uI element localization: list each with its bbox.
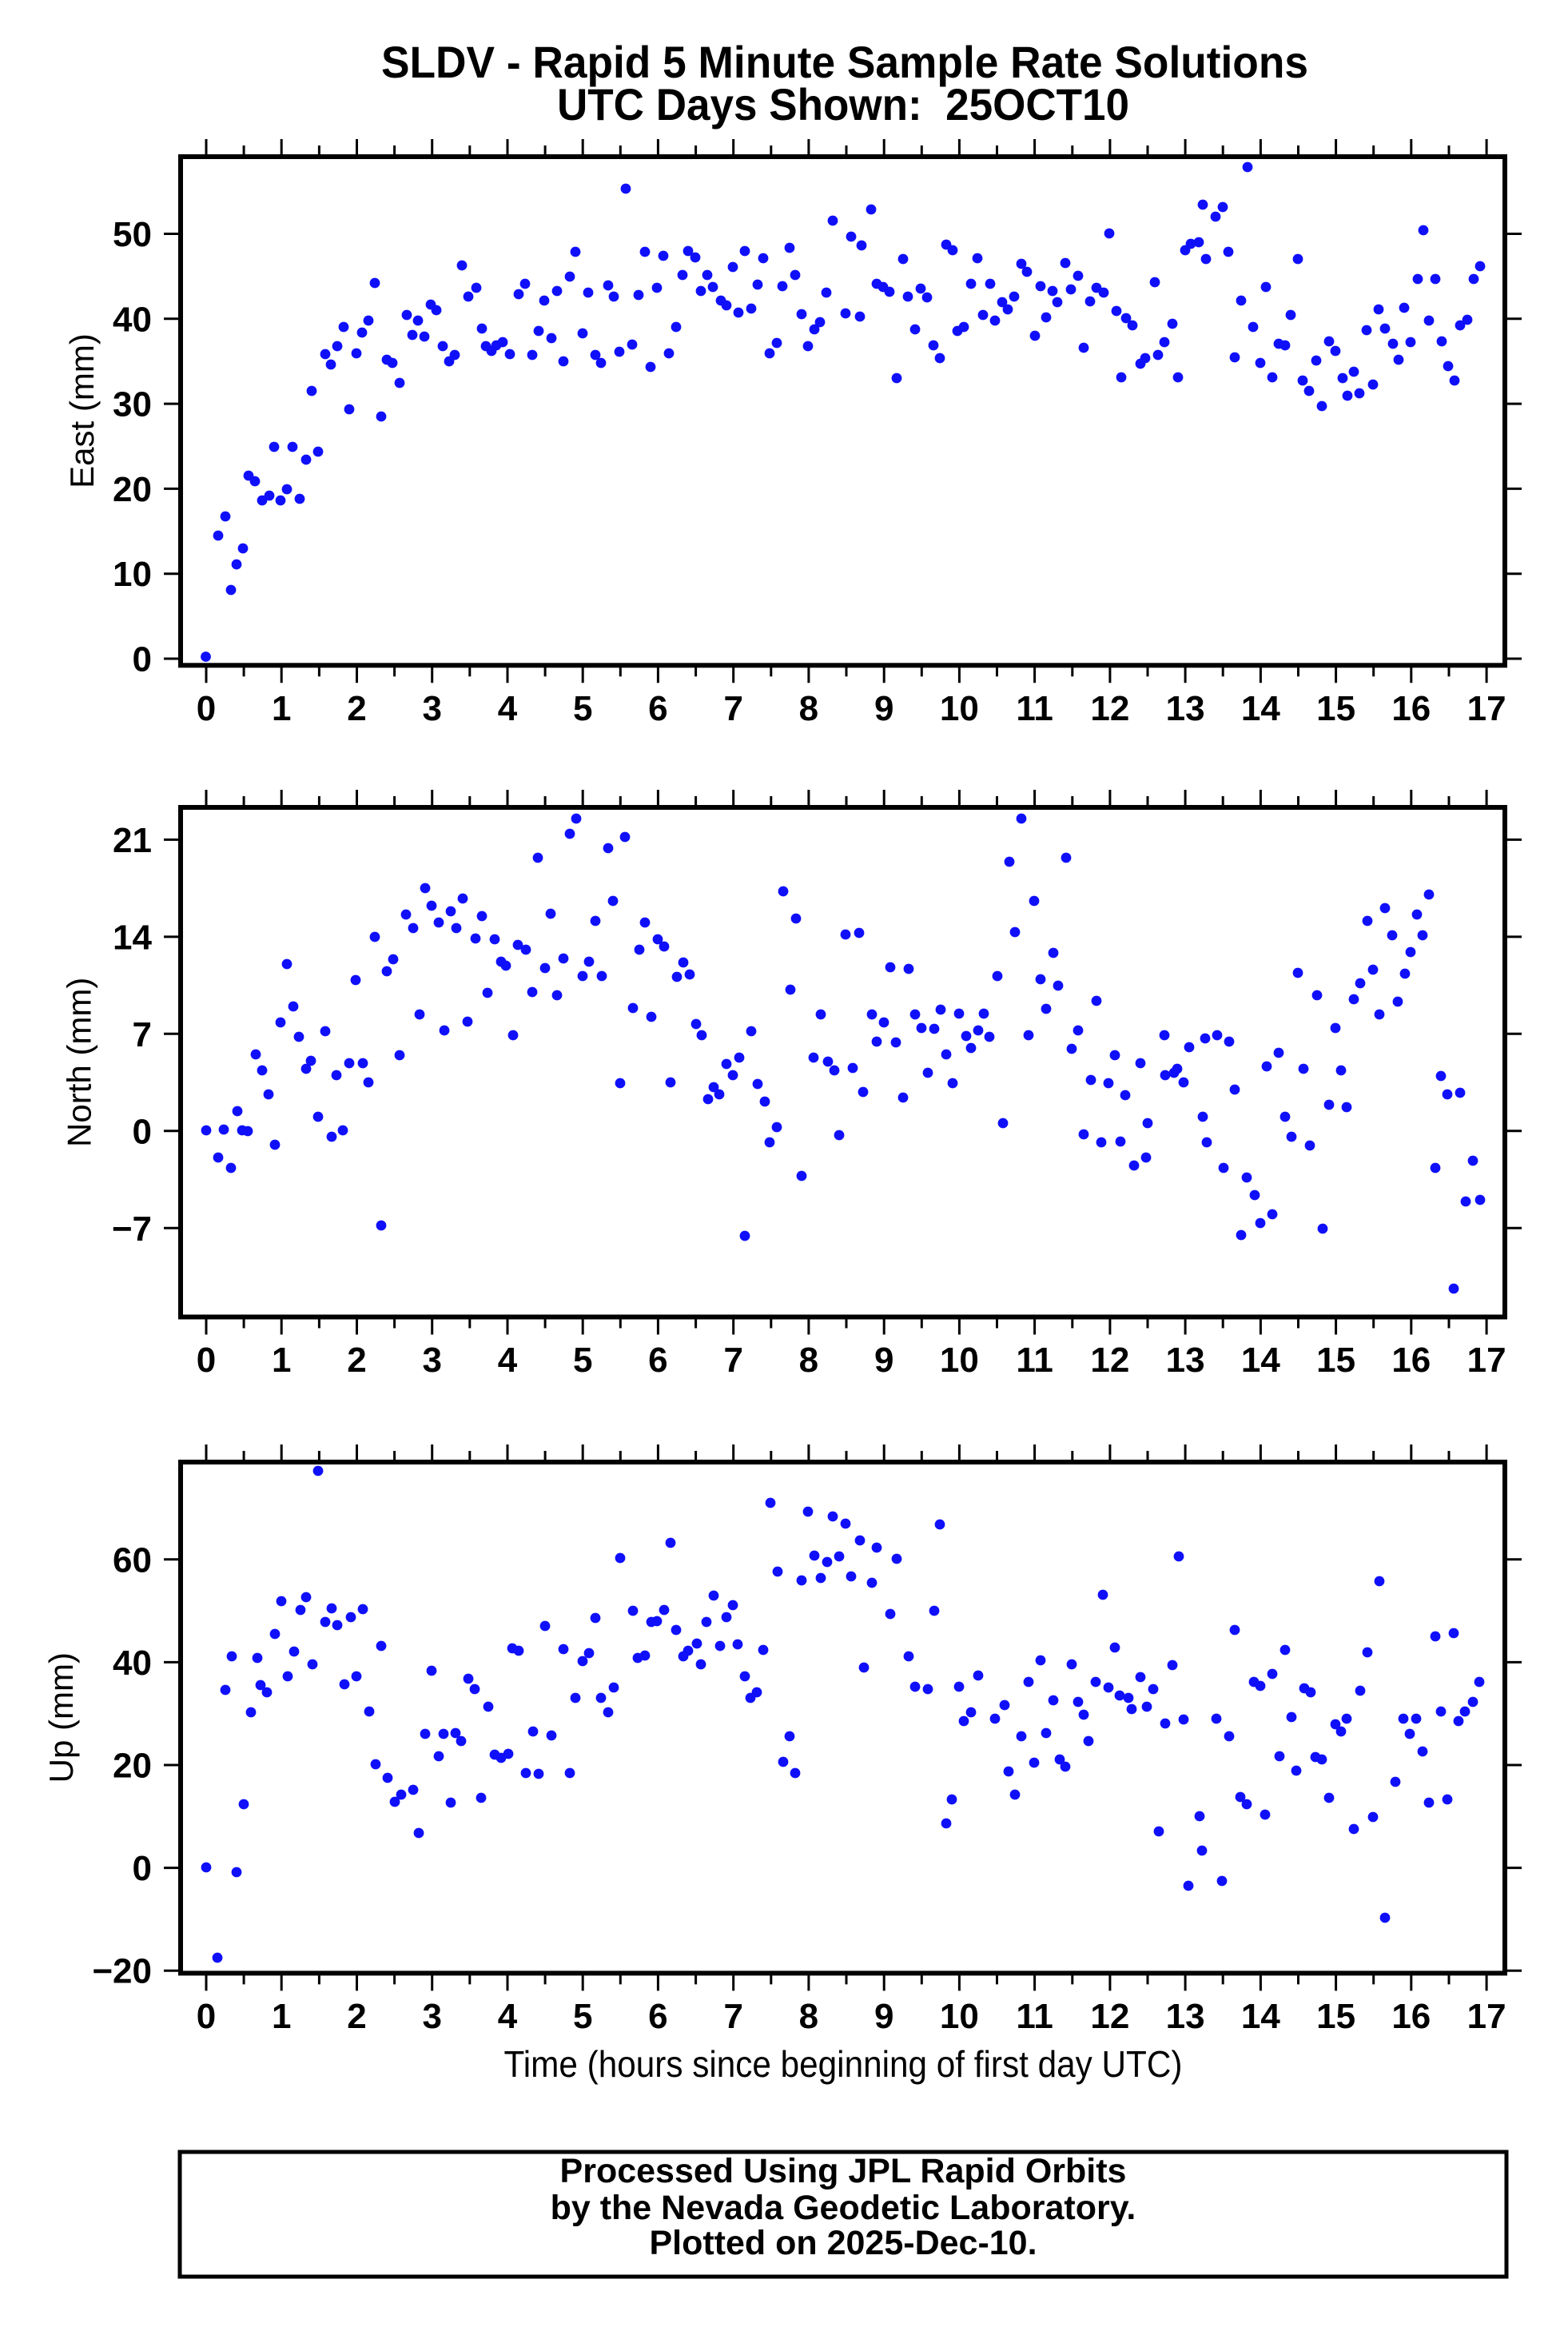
svg-text:0: 0 xyxy=(133,1112,152,1151)
svg-text:17: 17 xyxy=(1467,689,1506,728)
svg-text:30: 30 xyxy=(113,385,152,424)
svg-text:40: 40 xyxy=(113,1644,152,1683)
svg-text:14: 14 xyxy=(113,918,152,957)
svg-text:2: 2 xyxy=(347,689,366,728)
svg-text:by the Nevada Geodetic Laborat: by the Nevada Geodetic Laboratory. xyxy=(551,2189,1136,2227)
svg-text:12: 12 xyxy=(1090,1997,1129,2036)
svg-text:15: 15 xyxy=(1316,689,1355,728)
svg-text:Processed Using JPL Rapid Orbi: Processed Using JPL Rapid Orbits xyxy=(560,2152,1127,2190)
svg-text:8: 8 xyxy=(799,1997,818,2036)
svg-text:7: 7 xyxy=(723,689,742,728)
svg-text:60: 60 xyxy=(113,1540,152,1580)
svg-text:5: 5 xyxy=(573,689,592,728)
svg-text:40: 40 xyxy=(113,300,152,339)
svg-text:17: 17 xyxy=(1467,1341,1506,1380)
svg-text:SLDV - Rapid 5 Minute Sample R: SLDV - Rapid 5 Minute Sample Rate Soluti… xyxy=(381,37,1308,87)
svg-text:North (mm): North (mm) xyxy=(61,978,98,1147)
svg-text:6: 6 xyxy=(648,689,667,728)
svg-text:21: 21 xyxy=(113,821,152,860)
svg-text:12: 12 xyxy=(1090,1341,1129,1380)
svg-text:15: 15 xyxy=(1316,1341,1355,1380)
svg-text:UTC Days Shown: 25OCT10: UTC Days Shown: 25OCT10 xyxy=(557,79,1129,129)
svg-text:16: 16 xyxy=(1391,1341,1431,1380)
svg-text:7: 7 xyxy=(723,1997,742,2036)
svg-text:13: 13 xyxy=(1166,1341,1205,1380)
svg-text:20: 20 xyxy=(113,1747,152,1786)
svg-text:Time (hours since beginning of: Time (hours since beginning of first day… xyxy=(504,2043,1183,2085)
svg-text:0: 0 xyxy=(197,689,216,728)
svg-text:7: 7 xyxy=(133,1015,152,1054)
svg-text:16: 16 xyxy=(1391,689,1431,728)
svg-text:5: 5 xyxy=(573,1997,592,2036)
svg-text:1: 1 xyxy=(272,1997,291,2036)
svg-text:1: 1 xyxy=(272,1341,291,1380)
svg-text:Up (mm): Up (mm) xyxy=(42,1652,80,1783)
svg-text:4: 4 xyxy=(498,689,518,728)
svg-text:9: 9 xyxy=(874,1997,893,2036)
svg-text:1: 1 xyxy=(272,689,291,728)
svg-text:−7: −7 xyxy=(112,1209,152,1249)
svg-text:50: 50 xyxy=(113,215,152,254)
svg-text:11: 11 xyxy=(1016,689,1053,728)
svg-text:14: 14 xyxy=(1241,1997,1280,2036)
svg-text:3: 3 xyxy=(422,1997,441,2036)
svg-text:0: 0 xyxy=(197,1997,216,2036)
svg-text:3: 3 xyxy=(422,689,441,728)
svg-text:−20: −20 xyxy=(92,1952,152,1991)
svg-text:9: 9 xyxy=(874,1341,893,1380)
svg-text:10: 10 xyxy=(113,555,152,594)
svg-text:9: 9 xyxy=(874,689,893,728)
svg-text:3: 3 xyxy=(422,1341,441,1380)
svg-text:14: 14 xyxy=(1241,689,1280,728)
svg-text:20: 20 xyxy=(113,470,152,509)
svg-text:0: 0 xyxy=(197,1341,216,1380)
svg-text:15: 15 xyxy=(1316,1997,1355,2036)
svg-text:4: 4 xyxy=(498,1341,518,1380)
svg-text:0: 0 xyxy=(133,1849,152,1888)
svg-text:11: 11 xyxy=(1016,1341,1053,1380)
svg-text:12: 12 xyxy=(1090,689,1129,728)
svg-text:14: 14 xyxy=(1241,1341,1280,1380)
svg-text:6: 6 xyxy=(648,1341,667,1380)
svg-text:East (mm): East (mm) xyxy=(63,333,101,488)
svg-text:13: 13 xyxy=(1166,1997,1205,2036)
svg-text:7: 7 xyxy=(723,1341,742,1380)
svg-text:Plotted on 2025-Dec-10.: Plotted on 2025-Dec-10. xyxy=(649,2224,1037,2262)
svg-text:0: 0 xyxy=(133,640,152,679)
svg-text:10: 10 xyxy=(940,1997,979,2036)
svg-text:10: 10 xyxy=(940,689,979,728)
svg-text:2: 2 xyxy=(347,1341,366,1380)
svg-text:6: 6 xyxy=(648,1997,667,2036)
svg-text:16: 16 xyxy=(1391,1997,1431,2036)
svg-text:10: 10 xyxy=(940,1341,979,1380)
svg-text:17: 17 xyxy=(1467,1997,1506,2036)
svg-text:8: 8 xyxy=(799,689,818,728)
svg-text:2: 2 xyxy=(347,1997,366,2036)
svg-text:5: 5 xyxy=(573,1341,592,1380)
svg-text:8: 8 xyxy=(799,1341,818,1380)
svg-text:4: 4 xyxy=(498,1997,518,2036)
svg-text:13: 13 xyxy=(1166,689,1205,728)
svg-text:11: 11 xyxy=(1016,1997,1053,2036)
